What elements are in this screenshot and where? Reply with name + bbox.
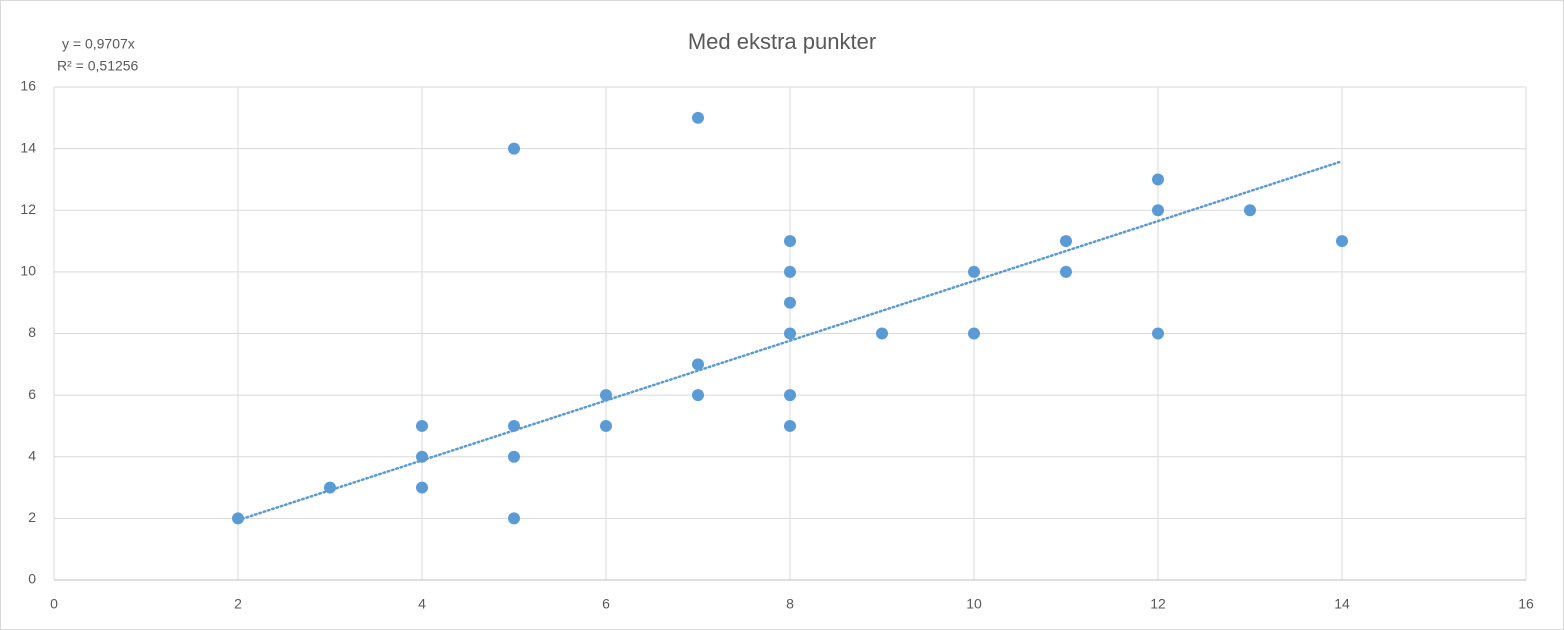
point [508, 512, 520, 525]
point [692, 358, 704, 371]
x-tick-label: 2 [234, 596, 242, 612]
point [784, 265, 796, 278]
point [324, 481, 336, 494]
x-tick-label: 10 [966, 596, 982, 612]
point [1060, 265, 1072, 278]
point [876, 327, 888, 340]
point [1244, 204, 1256, 217]
point [508, 419, 520, 432]
point [508, 450, 520, 463]
y-tick-label: 6 [28, 386, 36, 402]
point [968, 327, 980, 340]
point [600, 389, 612, 402]
x-tick-label: 0 [50, 596, 58, 612]
y-tick-label: 16 [20, 78, 36, 94]
y-tick-label: 12 [20, 201, 36, 217]
point [1152, 327, 1164, 340]
point [416, 481, 428, 494]
trend-equation: y = 0,9707x [62, 36, 135, 52]
y-tick-label: 4 [28, 447, 36, 463]
point [784, 389, 796, 402]
y-tick-label: 14 [20, 139, 36, 155]
trend-r2: R² = 0,51256 [57, 58, 139, 74]
x-tick-label: 12 [1150, 596, 1166, 612]
point [416, 419, 428, 432]
point [508, 142, 520, 155]
y-tick-label: 10 [20, 263, 36, 279]
point [1336, 235, 1348, 248]
point [232, 512, 244, 525]
point [784, 235, 796, 248]
point [784, 419, 796, 432]
point [784, 296, 796, 309]
point [1152, 204, 1164, 217]
point [968, 265, 980, 278]
x-tick-label: 8 [786, 596, 794, 612]
x-tick-label: 4 [418, 596, 426, 612]
y-tick-label: 2 [28, 509, 36, 525]
y-tick-label: 8 [28, 324, 36, 340]
point [416, 450, 428, 463]
point [600, 419, 612, 432]
point [1152, 173, 1164, 186]
y-tick-label: 0 [28, 571, 36, 587]
chart-title: Med ekstra punkter [688, 29, 876, 54]
point [692, 389, 704, 402]
point [784, 327, 796, 340]
x-tick-label: 16 [1518, 596, 1534, 612]
x-tick-label: 14 [1334, 596, 1350, 612]
point [692, 111, 704, 124]
x-tick-label: 6 [602, 596, 610, 612]
point [1060, 235, 1072, 248]
